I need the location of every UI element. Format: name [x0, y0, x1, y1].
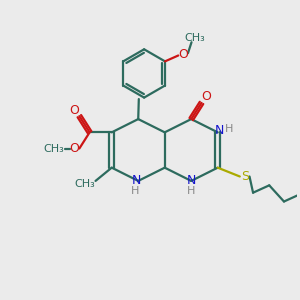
Text: CH₃: CH₃ [43, 143, 64, 154]
Text: S: S [241, 170, 249, 183]
Text: O: O [178, 47, 188, 61]
Text: H: H [131, 186, 140, 196]
Text: H: H [187, 186, 195, 196]
Text: N: N [214, 124, 224, 137]
Text: O: O [69, 104, 79, 117]
Text: O: O [201, 91, 211, 103]
Text: CH₃: CH₃ [75, 179, 96, 189]
Text: N: N [187, 174, 196, 188]
Text: O: O [69, 142, 79, 155]
Text: H: H [225, 124, 234, 134]
Text: N: N [132, 174, 141, 188]
Text: CH₃: CH₃ [184, 33, 205, 43]
